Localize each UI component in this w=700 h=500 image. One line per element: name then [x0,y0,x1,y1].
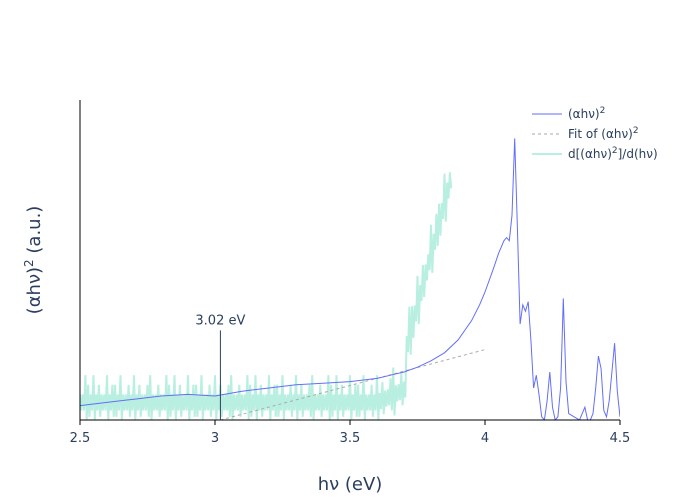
legend-label-main: (αhν) [568,107,600,121]
x-tick-label: 3 [211,431,219,446]
annotation-label: 3.02 eV [195,313,245,328]
legend-item-2[interactable]: Fit of (αhν)2 [532,126,639,141]
axes-layer: 2.5 3 3.5 4 4.5 [70,100,631,446]
x-tick-label: 4 [481,431,489,446]
x-tick-label: 2.5 [70,431,91,446]
y-axis-title: (αhν)2 (a.u.) [22,206,45,315]
legend-label: Fit of (αhν)2 [568,126,639,141]
series-absorbance-line [80,138,620,420]
series-derivative-line [80,172,453,420]
legend-label-tail: ]/d(hν) [618,147,658,161]
legend-label-sup: 2 [600,106,606,116]
series-fit-line [220,349,486,421]
y-axis-title-unit: (a.u.) [24,206,45,260]
legend-label: (αhν)2 [568,106,605,121]
series-layer [80,138,620,421]
legend-label: d[(αhν)2]/d(hν) [568,146,658,161]
legend-item-3[interactable]: d[(αhν)2]/d(hν) [532,146,658,161]
y-axis-title-main: (αhν) [24,267,45,314]
legend-label-sup: 2 [612,146,618,156]
x-axis-title: hν (eV) [318,474,383,495]
x-tick-label: 4.5 [610,431,631,446]
y-axis-title-sup: 2 [22,259,36,267]
legend-label-main: Fit of (αhν) [568,127,633,141]
annotation-layer: 3.02 eV [195,313,245,420]
legend-item-1[interactable]: (αhν)2 [532,106,605,121]
x-tick-label: 3.5 [340,431,361,446]
legend-label-sup: 2 [633,126,639,136]
legend-label-main: d[(αhν) [568,147,612,161]
